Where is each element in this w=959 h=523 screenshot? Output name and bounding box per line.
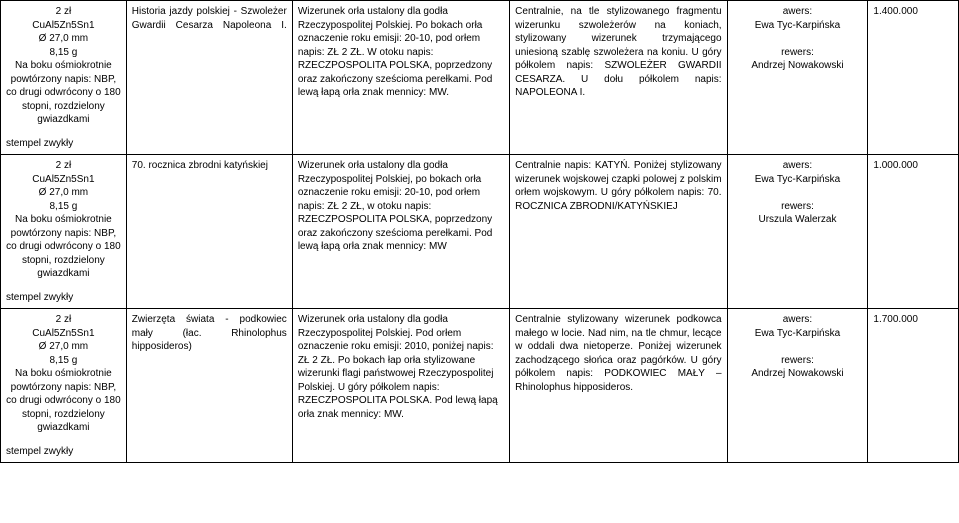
coin-mintage: 1.000.000 xyxy=(868,155,959,309)
coin-obverse: Wizerunek orła ustalony dla godła Rzeczy… xyxy=(292,309,509,463)
coin-stamp: stempel zwykły xyxy=(1,285,127,309)
coin-specs: 2 złCuAl5Zn5Sn1Ø 27,0 mm8,15 gNa boku oś… xyxy=(1,155,127,285)
coin-designers: awers:Ewa Tyc-Karpińskarewers:Andrzej No… xyxy=(727,1,868,155)
coin-designers: awers:Ewa Tyc-Karpińskarewers:Urszula Wa… xyxy=(727,155,868,309)
coin-table: 2 złCuAl5Zn5Sn1Ø 27,0 mm8,15 gNa boku oś… xyxy=(0,0,959,463)
coin-mintage: 1.700.000 xyxy=(868,309,959,463)
coin-specs: 2 złCuAl5Zn5Sn1Ø 27,0 mm8,15 gNa boku oś… xyxy=(1,309,127,439)
coin-theme: 70. rocznica zbrodni katyńskiej xyxy=(126,155,292,309)
coin-stamp: stempel zwykły xyxy=(1,131,127,155)
coin-stamp: stempel zwykły xyxy=(1,439,127,463)
coin-theme: Zwierzęta świata - podkowiecmały (łac. R… xyxy=(126,309,292,463)
coin-reverse: Centralnie stylizowany wizerunek podkowc… xyxy=(510,309,727,463)
coin-mintage: 1.400.000 xyxy=(868,1,959,155)
coin-theme: Historia jazdy polskiej - Szwoleżer Gwar… xyxy=(126,1,292,155)
coin-obverse: Wizerunek orła ustalony dla godła Rzeczy… xyxy=(292,1,509,155)
coin-reverse: Centralnie, na tle stylizowanego fragmen… xyxy=(510,1,727,155)
coin-reverse: Centralnie napis: KATYŃ. Poniżej stylizo… xyxy=(510,155,727,309)
coin-obverse: Wizerunek orła ustalony dla godła Rzeczy… xyxy=(292,155,509,309)
coin-specs: 2 złCuAl5Zn5Sn1Ø 27,0 mm8,15 gNa boku oś… xyxy=(1,1,127,131)
coin-designers: awers:Ewa Tyc-Karpińskarewers:Andrzej No… xyxy=(727,309,868,463)
